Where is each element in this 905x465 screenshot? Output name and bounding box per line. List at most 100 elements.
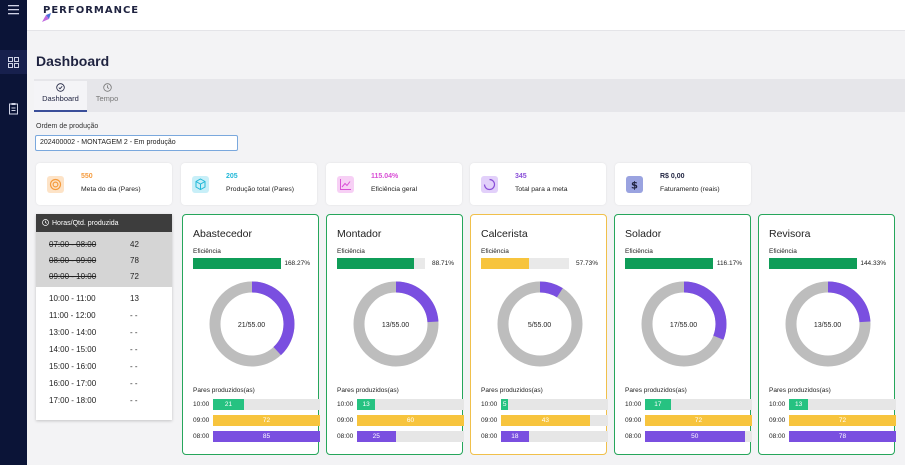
- hour-qty: 42: [130, 240, 139, 249]
- pairs-time: 10:00: [337, 401, 354, 408]
- pairs-bar-track: 43: [501, 415, 608, 426]
- efficiency-bar-track: [481, 258, 569, 269]
- pairs-row: 08:00 25: [337, 431, 464, 443]
- pairs-time: 08:00: [337, 433, 354, 440]
- pairs-row: 08:00 85: [193, 431, 320, 443]
- tab-dashboard[interactable]: Dashboard: [34, 81, 87, 112]
- efficiency-bar: [193, 258, 281, 269]
- hour-time: 09:00 - 10:00: [49, 272, 97, 281]
- pairs-time: 10:00: [625, 401, 642, 408]
- pairs-row: 09:00 72: [769, 415, 896, 427]
- pairs-row: 08:00 18: [481, 431, 608, 443]
- pairs-row: 08:00 50: [625, 431, 752, 443]
- tab-tempo[interactable]: Tempo: [89, 81, 125, 112]
- pairs-bar-track: 13: [789, 399, 896, 410]
- progress-donut: [641, 281, 727, 367]
- donut-label: 13/55.00: [381, 322, 410, 329]
- efficiency-percent: 57.73%: [575, 260, 598, 267]
- role-card: Abastecedor Eficiência 168.27% 21/55.00 …: [182, 214, 320, 455]
- hour-row: 15:00 - 16:00 - -: [36, 359, 172, 376]
- efficiency-bar-track: [337, 258, 425, 269]
- sidebar-item-dashboard-active[interactable]: [0, 50, 27, 74]
- pairs-bar: 72: [213, 415, 320, 426]
- hour-row: 08:00 - 09:00 78: [36, 253, 172, 269]
- pairs-bar: 17: [645, 399, 671, 410]
- pairs-bar-track: 17: [645, 399, 752, 410]
- donut-progress: [785, 281, 871, 367]
- progress-donut: [353, 281, 439, 367]
- hour-time: 14:00 - 15:00: [49, 345, 97, 354]
- hour-time: 11:00 - 12:00: [49, 311, 96, 320]
- donut-label: 13/55.00: [813, 322, 842, 329]
- pairs-row: 10:00 5: [481, 399, 608, 411]
- pairs-bar: 85: [213, 431, 320, 442]
- pairs-label: Pares produzidos(as): [337, 387, 399, 394]
- hour-time: 07:00 - 08:00: [49, 240, 97, 249]
- dollar-icon: $: [626, 176, 643, 193]
- pairs-time: 09:00: [481, 417, 498, 424]
- order-select[interactable]: 202400002 - MONTAGEM 2 - Em produção: [35, 135, 238, 151]
- hour-row: 16:00 - 17:00 - -: [36, 376, 172, 393]
- role-name: Montador: [337, 228, 382, 240]
- pairs-time: 10:00: [481, 401, 498, 408]
- page-title: Dashboard: [36, 53, 110, 69]
- pairs-row: 09:00 43: [481, 415, 608, 427]
- efficiency-label: Eficiência: [769, 248, 797, 255]
- progress-donut: [497, 281, 583, 367]
- progress-donut: [209, 281, 295, 367]
- efficiency-bar-track: [625, 258, 713, 269]
- efficiency-bar-track: [769, 258, 857, 269]
- kpi-label: Total para a meta: [515, 186, 568, 193]
- hour-qty: - -: [130, 362, 138, 371]
- target-icon: [47, 176, 64, 193]
- hour-time: 10:00 - 11:00: [49, 294, 96, 303]
- pairs-bar-track: 72: [789, 415, 896, 426]
- menu-icon[interactable]: [7, 3, 20, 16]
- hour-time: 13:00 - 14:00: [49, 328, 97, 337]
- chart-icon: [337, 176, 354, 193]
- kpi-card-total-meta: 345 Total para a meta: [470, 163, 606, 205]
- role-card: Revisora Eficiência 144.33% 13/55.00 Par…: [758, 214, 896, 455]
- kpi-value: 550: [81, 173, 93, 180]
- efficiency-bar-track: [193, 258, 281, 269]
- hours-future-list: 10:00 - 11:00 13 11:00 - 12:00 - - 13:00 -…: [36, 287, 172, 410]
- role-name: Revisora: [769, 228, 811, 240]
- hours-header: Horas/Qtd. produzida: [36, 214, 172, 232]
- efficiency-percent: 88.71%: [431, 260, 454, 267]
- pairs-bar: 13: [789, 399, 809, 410]
- pairs-time: 09:00: [769, 417, 786, 424]
- role-card: Montador Eficiência 88.71% 13/55.00 Pare…: [326, 214, 464, 455]
- role-name: Solador: [625, 228, 662, 240]
- pairs-bar-track: 60: [357, 415, 464, 426]
- hour-qty: - -: [130, 396, 138, 405]
- kpi-value: 115.04%: [371, 173, 399, 180]
- role-card: Solador Eficiência 116.17% 17/55.00 Pare…: [614, 214, 752, 455]
- pairs-row: 10:00 21: [193, 399, 320, 411]
- hour-qty: 78: [130, 256, 139, 265]
- kpi-label: Eficiência geral: [371, 186, 418, 193]
- efficiency-label: Eficiência: [337, 248, 365, 255]
- donut-progress: [497, 281, 583, 367]
- tab-label: Tempo: [95, 94, 119, 103]
- efficiency-bar: [769, 258, 857, 269]
- donut-progress: [353, 281, 439, 367]
- pairs-bar-track: 13: [357, 399, 464, 410]
- pairs-time: 08:00: [481, 433, 498, 440]
- pairs-bar-track: 85: [213, 431, 320, 442]
- hour-qty: - -: [130, 311, 138, 320]
- pairs-label: Pares produzidos(as): [625, 387, 687, 394]
- hour-time: 15:00 - 16:00: [49, 362, 97, 371]
- pairs-bar: 78: [789, 431, 896, 442]
- kpi-value: 205: [226, 173, 238, 180]
- pairs-bar: 72: [789, 415, 896, 426]
- role-name: Abastecedor: [193, 228, 252, 240]
- clipboard-icon[interactable]: [7, 102, 20, 115]
- kpi-card-eficiencia: 115.04% Eficiência geral: [326, 163, 462, 205]
- donut-progress: [641, 281, 727, 367]
- pairs-bar: 72: [645, 415, 752, 426]
- donut-label: 17/55.00: [669, 322, 698, 329]
- hour-row: 10:00 - 11:00 13: [36, 291, 172, 308]
- efficiency-percent: 144.33%: [860, 260, 886, 267]
- hour-time: 16:00 - 17:00: [49, 379, 97, 388]
- hour-row: 11:00 - 12:00 - -: [36, 308, 172, 325]
